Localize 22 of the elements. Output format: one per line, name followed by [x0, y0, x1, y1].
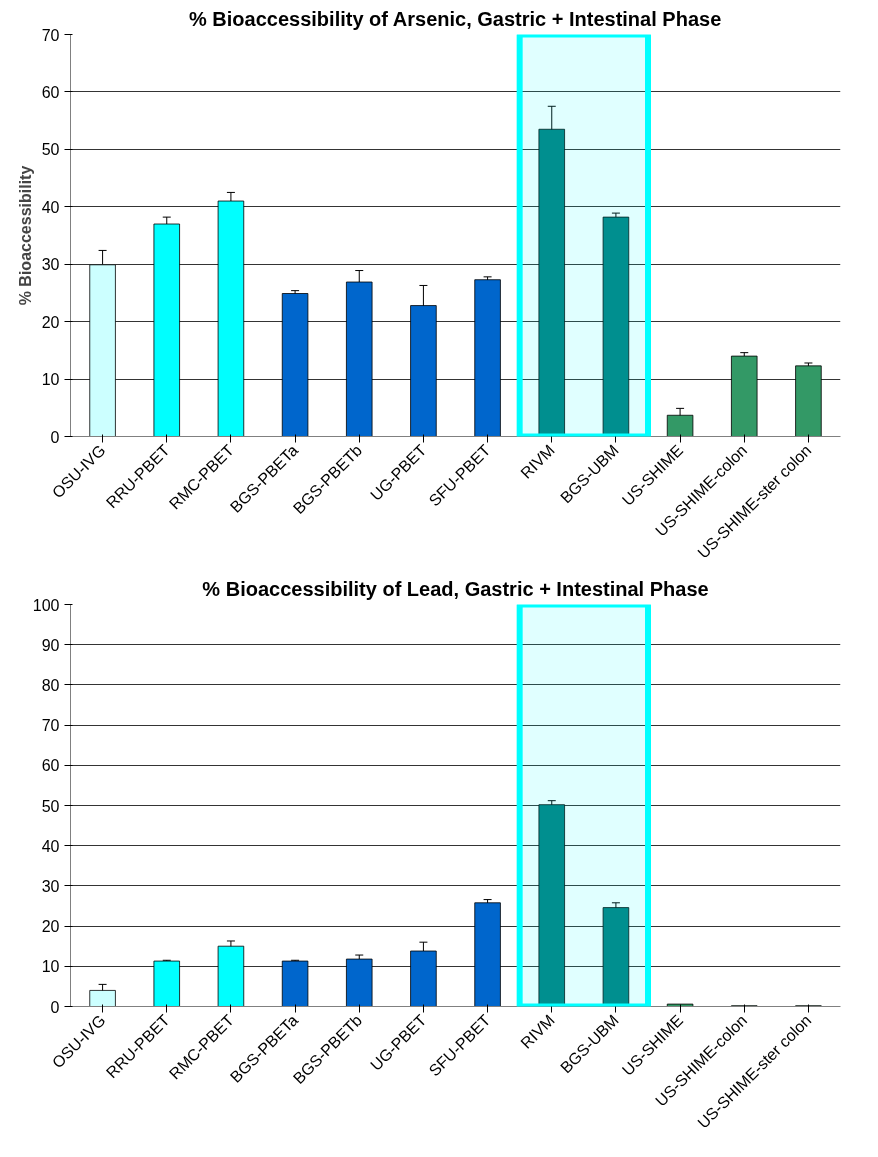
y-tick-label: 70: [41, 717, 60, 735]
chart-title: % Bioaccessibility of Arsenic, Gastric + Intestinal Phase: [189, 7, 722, 30]
y-tick-label: 40: [41, 837, 60, 855]
y-tick-label: 40: [41, 198, 60, 216]
y-tick-label: 20: [41, 313, 60, 331]
y-tick-label: 60: [41, 757, 60, 775]
chart-title: % Bioaccessibility of Lead, Gastric + Intestinal Phase: [202, 577, 709, 600]
y-tick-label: 90: [41, 636, 60, 654]
y-tick-label: 10: [41, 958, 60, 976]
y-tick-label: 0: [50, 998, 60, 1016]
y-tick-label: 10: [41, 371, 60, 389]
y-tick-label: 80: [41, 676, 60, 694]
y-tick-label: 60: [41, 83, 60, 101]
y-tick-label: 70: [41, 26, 60, 44]
y-tick-label: 30: [41, 877, 60, 895]
y-tick-label: 30: [41, 256, 60, 274]
y-tick-label: 100: [32, 596, 60, 614]
y-axis-title: % Bioaccessibility: [16, 165, 34, 306]
y-tick-label: 50: [41, 797, 60, 815]
y-tick-label: 0: [50, 428, 60, 446]
y-tick-label: 20: [41, 918, 60, 936]
y-tick-label: 50: [41, 141, 60, 159]
